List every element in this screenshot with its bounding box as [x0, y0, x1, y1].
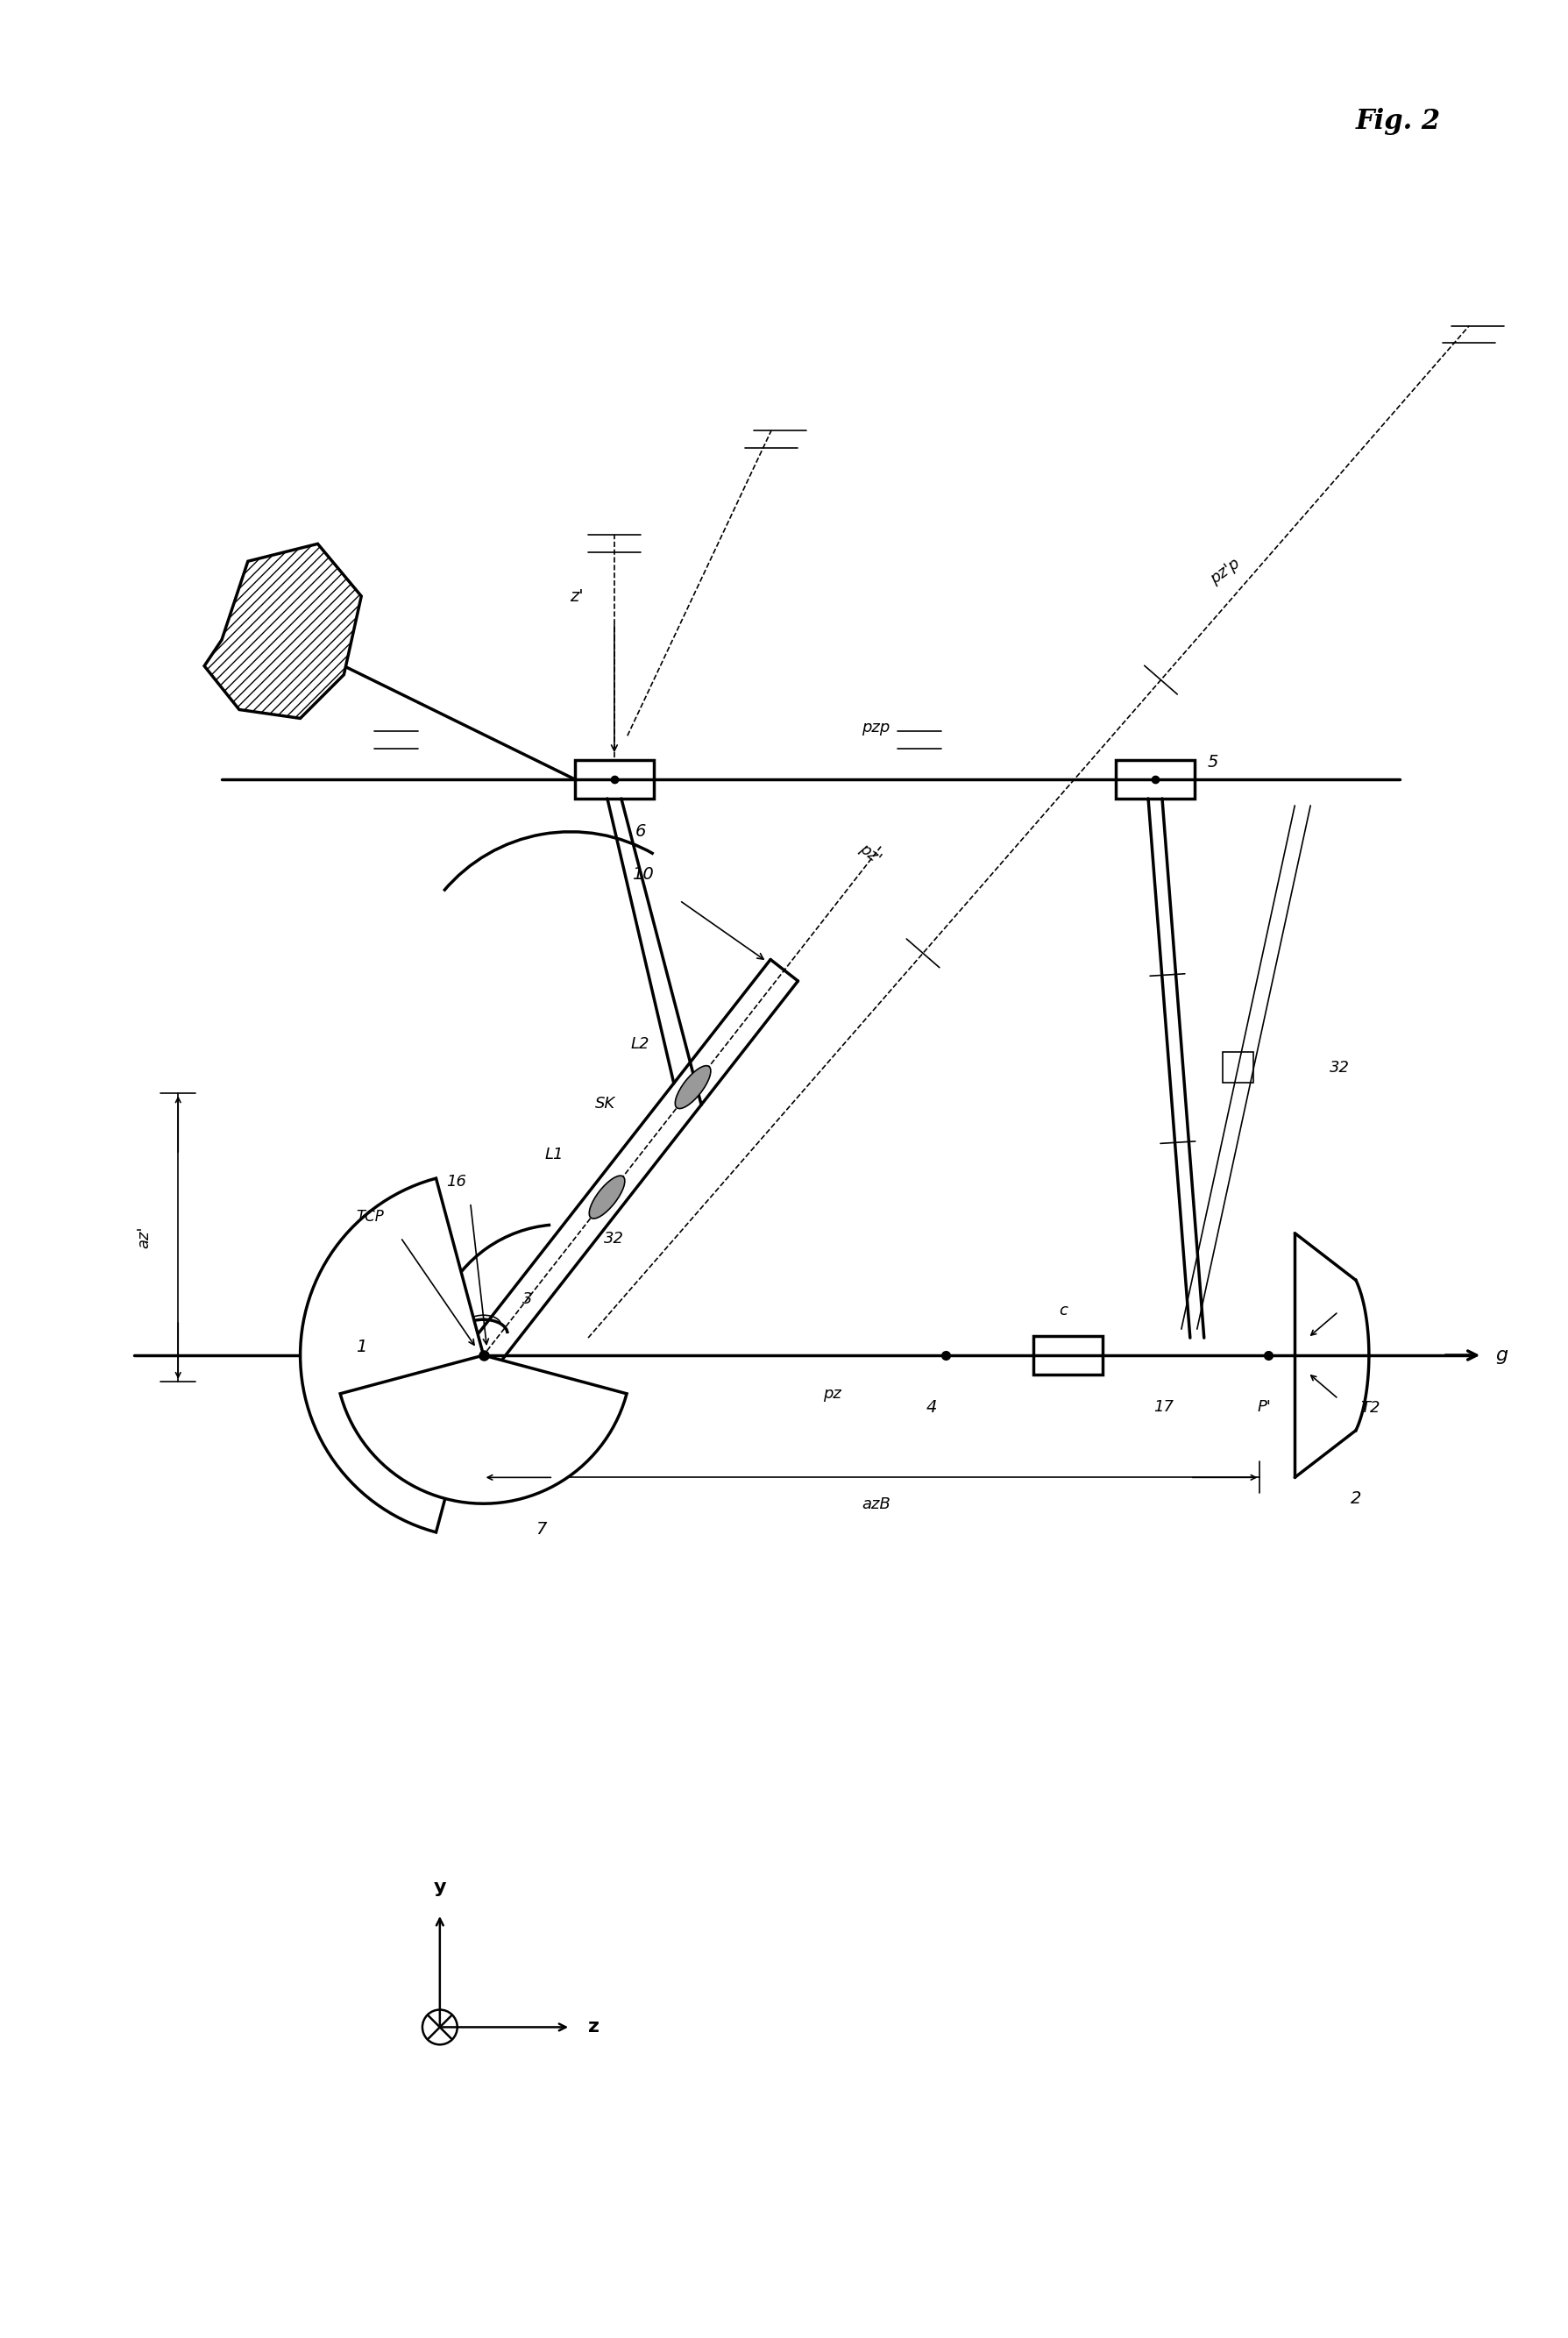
Text: B: B [488, 1398, 500, 1414]
Text: R: R [276, 622, 290, 641]
Text: P': P' [1258, 1398, 1272, 1414]
Text: pz: pz [823, 1386, 842, 1400]
Text: Fig. 2: Fig. 2 [1356, 108, 1441, 136]
Text: T2: T2 [1359, 1400, 1380, 1414]
Text: 16: 16 [445, 1174, 466, 1190]
Text: pzp: pzp [862, 720, 891, 736]
Text: SK: SK [594, 1097, 615, 1111]
Text: L2: L2 [630, 1036, 649, 1052]
Text: az': az' [136, 1227, 152, 1248]
Text: c: c [1060, 1302, 1068, 1319]
Text: 2: 2 [1350, 1492, 1361, 1508]
Text: 10: 10 [632, 867, 654, 884]
Text: 4: 4 [927, 1398, 938, 1414]
Text: pz'p: pz'p [1207, 556, 1243, 587]
Polygon shape [301, 1178, 483, 1531]
Bar [1223, 1052, 1254, 1082]
Text: azB: azB [862, 1496, 891, 1513]
Text: L1: L1 [544, 1146, 563, 1162]
Text: 6: 6 [635, 823, 646, 839]
Text: 32: 32 [604, 1230, 624, 1246]
Text: 1: 1 [356, 1337, 367, 1356]
Text: 7: 7 [536, 1522, 547, 1538]
Polygon shape [340, 1356, 627, 1503]
Text: z': z' [571, 587, 583, 606]
Bar [575, 760, 654, 800]
Text: 17: 17 [1154, 1398, 1174, 1414]
Ellipse shape [590, 1176, 624, 1218]
Text: 3: 3 [522, 1291, 533, 1307]
Text: TCP: TCP [356, 1209, 384, 1225]
Bar [1116, 760, 1195, 800]
Text: pz': pz' [856, 842, 884, 867]
Bar [1033, 1335, 1102, 1375]
Text: 32: 32 [1330, 1059, 1350, 1075]
Text: 5: 5 [1207, 753, 1218, 769]
Polygon shape [204, 545, 361, 718]
Ellipse shape [676, 1066, 710, 1108]
Text: y: y [433, 1880, 447, 1896]
Text: g: g [1496, 1347, 1508, 1363]
Text: z: z [588, 2018, 599, 2036]
